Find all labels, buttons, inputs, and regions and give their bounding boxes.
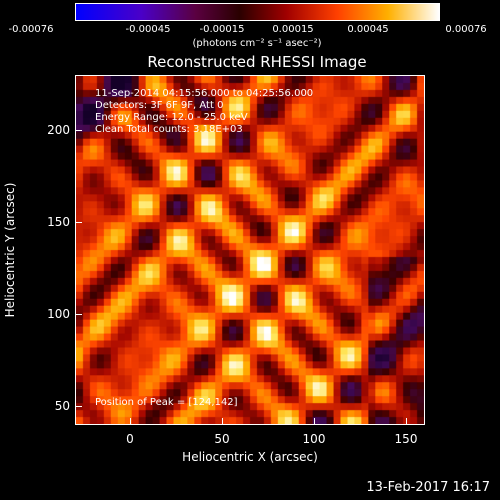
heatmap-image bbox=[76, 76, 424, 424]
y-axis-label: Heliocentric Y (arcsec) bbox=[3, 182, 17, 318]
y-tick-label: 50 bbox=[54, 399, 70, 413]
detectors-text: Detectors: 3F 6F 9F, Att 0 bbox=[95, 100, 224, 111]
y-tick-label: 200 bbox=[47, 123, 70, 137]
y-tick-label: 100 bbox=[47, 307, 70, 321]
colorbar-tick: 0.00045 bbox=[347, 24, 389, 35]
colorbar-tick: -0.00076 bbox=[8, 24, 54, 35]
colorbar-tick: 0.00076 bbox=[445, 24, 487, 35]
clean-counts-text: Clean Total counts: 3.18E+03 bbox=[95, 124, 243, 135]
x-tick-label: 50 bbox=[214, 432, 230, 446]
time-range-text: 11-Sep-2014 04:15:56.000 to 04:25:56.000 bbox=[95, 88, 314, 99]
x-tick-mark bbox=[314, 418, 315, 425]
x-axis-label: Heliocentric X (arcsec) bbox=[182, 450, 318, 464]
energy-range-text: Energy Range: 12.0 - 25.0 keV bbox=[95, 112, 248, 123]
plot-title: Reconstructed RHESSI Image bbox=[147, 53, 367, 71]
x-tick-label: 0 bbox=[126, 432, 134, 446]
x-tick-mark bbox=[222, 418, 223, 425]
y-tick-mark bbox=[75, 314, 82, 315]
x-tick-mark bbox=[130, 418, 131, 425]
x-tick-label: 150 bbox=[394, 432, 418, 446]
y-tick-mark bbox=[75, 406, 82, 407]
x-tick-mark bbox=[406, 418, 407, 425]
colorbar bbox=[75, 3, 440, 21]
x-tick-label: 100 bbox=[302, 432, 326, 446]
colorbar-tick: -0.00015 bbox=[199, 24, 245, 35]
y-tick-mark bbox=[75, 130, 82, 131]
peak-position-text: Position of Peak = [124,142] bbox=[95, 397, 238, 408]
y-tick-label: 150 bbox=[47, 215, 70, 229]
y-tick-mark bbox=[75, 222, 82, 223]
footer-date: 13-Feb-2017 16:17 bbox=[366, 480, 490, 495]
colorbar-unit-label: (photons cm⁻² s⁻¹ asec⁻²) bbox=[192, 38, 322, 49]
image-plot bbox=[75, 75, 425, 425]
colorbar-tick: -0.00045 bbox=[125, 24, 171, 35]
colorbar-tick: 0.00015 bbox=[272, 24, 314, 35]
